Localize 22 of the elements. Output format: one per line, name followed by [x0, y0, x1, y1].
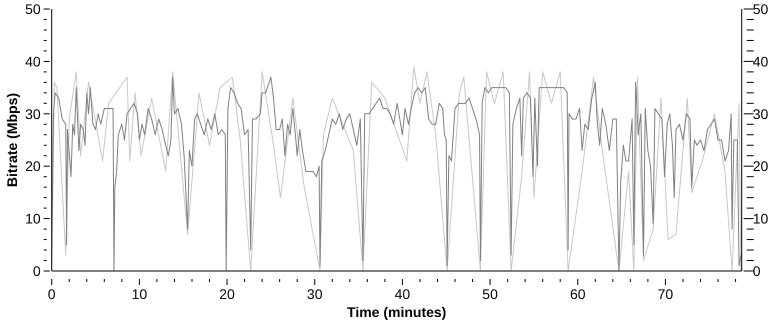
x-tick-label: 40 — [394, 286, 410, 302]
x-tick-label: 60 — [570, 286, 586, 302]
y-axis-title: Bitrate (Mbps) — [4, 92, 20, 188]
x-tick-label: 20 — [219, 286, 236, 302]
x-tick-label: 10 — [132, 286, 148, 302]
y-tick-label: 0 — [32, 263, 41, 279]
x-tick-label: 50 — [482, 286, 498, 302]
y2-tick-label: 40 — [752, 53, 768, 70]
y2-tick-label: 30 — [752, 106, 768, 122]
x-tick-label: 70 — [658, 286, 674, 302]
y2-tick-label: 10 — [752, 210, 768, 227]
y2-tick-label: 0 — [752, 263, 761, 279]
y-tick-label: 20 — [25, 158, 41, 174]
x-tick-label: 0 — [48, 286, 56, 302]
x-axis-title: Time (minutes) — [347, 304, 446, 320]
y-tick-label: 40 — [25, 53, 41, 70]
y2-tick-label: 50 — [752, 1, 768, 17]
y2-tick-label: 20 — [752, 158, 768, 174]
y-tick-label: 30 — [25, 106, 41, 122]
x-tick-label: 30 — [306, 286, 323, 302]
y-tick-label: 10 — [25, 210, 41, 227]
y-tick-label: 50 — [25, 1, 41, 17]
